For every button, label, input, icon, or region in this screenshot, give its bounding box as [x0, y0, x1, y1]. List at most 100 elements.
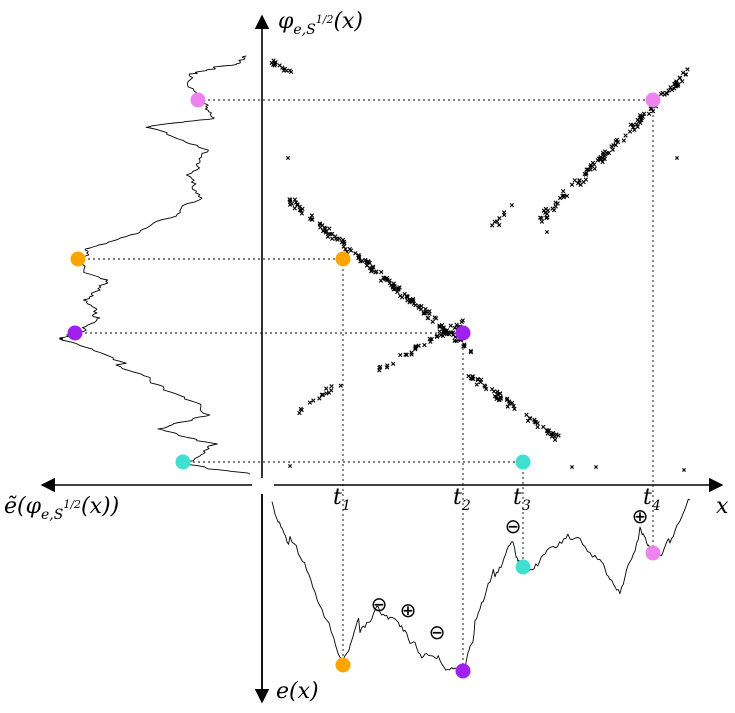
t1-label: t1: [333, 485, 351, 514]
scatter-mark: [460, 318, 465, 323]
scatter-mark: [532, 417, 537, 423]
turquoise-dot-bottom: [515, 559, 531, 575]
scatter-mark: [437, 324, 442, 329]
scatter-mark: [627, 129, 633, 134]
scatter-mark: [292, 206, 297, 211]
scatter-mark: [539, 219, 545, 224]
scatter-mark: [672, 81, 678, 86]
scatter-mark: [641, 111, 647, 116]
minus-sign-t3: ⊖: [505, 514, 522, 538]
bottom-random-walk: [271, 498, 691, 674]
scatter-mark: [320, 392, 326, 397]
scatter-mark: [669, 87, 675, 93]
scatter-mark: [413, 303, 418, 308]
scatter-mark: [341, 244, 346, 249]
scatter-mark: [634, 122, 639, 127]
scatter-mark: [535, 424, 540, 430]
scatter-mark: [479, 377, 484, 382]
scatter-mark: [494, 219, 500, 224]
scatter-mark: [527, 416, 532, 421]
scatter-mark: [324, 386, 329, 391]
scatter-mark: [395, 287, 401, 292]
scatter-mark: [564, 193, 570, 199]
scatter-mark: [510, 400, 515, 406]
scatter-mark: [413, 346, 418, 352]
scatter-mark: [588, 162, 594, 168]
axes: [40, 14, 724, 704]
left-axis-label: ẽ(φe,S1/2(x)): [4, 494, 119, 523]
scatter-mark: [581, 179, 586, 185]
scatter-mark: [323, 230, 329, 235]
sign-annotations: ⊖ ⊕ ⊖ ⊕ ⊖: [371, 504, 649, 644]
scatter-mark: [561, 195, 566, 200]
left-random-walk: [59, 55, 251, 475]
scatter-mark: [541, 208, 547, 213]
scatter-mark: [389, 283, 394, 288]
scatter-mark: [505, 404, 510, 409]
orange-dot-left: [70, 251, 86, 267]
scatter-mark: [682, 468, 686, 472]
scatter-mark: [333, 234, 338, 239]
scatter-mark: [391, 281, 397, 286]
scatter-mark: [430, 319, 435, 325]
scatter-mark: [592, 166, 597, 171]
scatter-mark: [339, 240, 345, 245]
scatter-mark: [437, 323, 442, 328]
scatter-mark: [683, 72, 688, 77]
scatter-mark: [428, 339, 433, 345]
scatter-mark: [541, 424, 546, 430]
scatter-mark: [543, 210, 548, 215]
scatter-mark: [356, 253, 361, 258]
scatter-mark: [685, 67, 690, 72]
scatter-mark: [367, 260, 372, 266]
scatter-mark: [494, 396, 499, 402]
scatter-mark: [387, 278, 392, 283]
scatter-mark: [632, 127, 637, 133]
scatter-mark: [385, 363, 390, 368]
scatter-mark: [311, 398, 316, 403]
scatter-mark: [429, 336, 434, 342]
scatter-mark: [409, 352, 414, 357]
scatter-mark: [550, 206, 555, 211]
scatter-mark: [535, 421, 540, 426]
scatter-mark: [664, 91, 670, 96]
plus-sign-t4: ⊕: [632, 504, 649, 528]
scatter-mark: [369, 268, 374, 274]
purple-dot-left: [67, 325, 83, 341]
scatter-mark: [489, 223, 495, 228]
scatter-mark: [615, 139, 621, 145]
scatter-mark: [409, 298, 415, 304]
scatter-mark: [591, 162, 597, 167]
scatter-mark: [452, 325, 457, 331]
down-axis-label: e(x): [276, 679, 319, 704]
scatter-mark: [512, 406, 517, 412]
scatter-mark: [309, 213, 315, 218]
scatter-mark: [367, 265, 373, 271]
scatter-mark: [379, 269, 384, 275]
orange-dot-bottom: [335, 657, 351, 673]
turquoise-dot-scatter: [515, 454, 531, 470]
scatter-mark: [506, 399, 512, 404]
scatter-mark: [603, 152, 608, 157]
scatter-mark: [545, 431, 550, 436]
scatter-mark: [668, 85, 673, 90]
scatter-mark: [630, 125, 636, 130]
minus-sign-1: ⊖: [371, 592, 388, 616]
scatter-mark: [492, 394, 498, 399]
violet-dot-left: [190, 92, 206, 108]
scatter-mark: [588, 167, 593, 172]
scatter-mark: [297, 410, 302, 416]
guide-lines: [75, 99, 654, 671]
scatter-mark: [398, 293, 403, 299]
y-axis-label: φe,S1/2(x): [278, 9, 363, 38]
scatter-points: [269, 58, 690, 472]
scatter-mark: [600, 156, 605, 161]
scatter-mark: [329, 236, 335, 241]
scatter-mark: [293, 200, 299, 205]
scatter-mark: [353, 251, 358, 256]
scatter-mark: [454, 322, 459, 327]
scatter-mark: [639, 117, 644, 123]
scatter-mark: [292, 197, 298, 202]
scatter-mark: [299, 211, 305, 216]
